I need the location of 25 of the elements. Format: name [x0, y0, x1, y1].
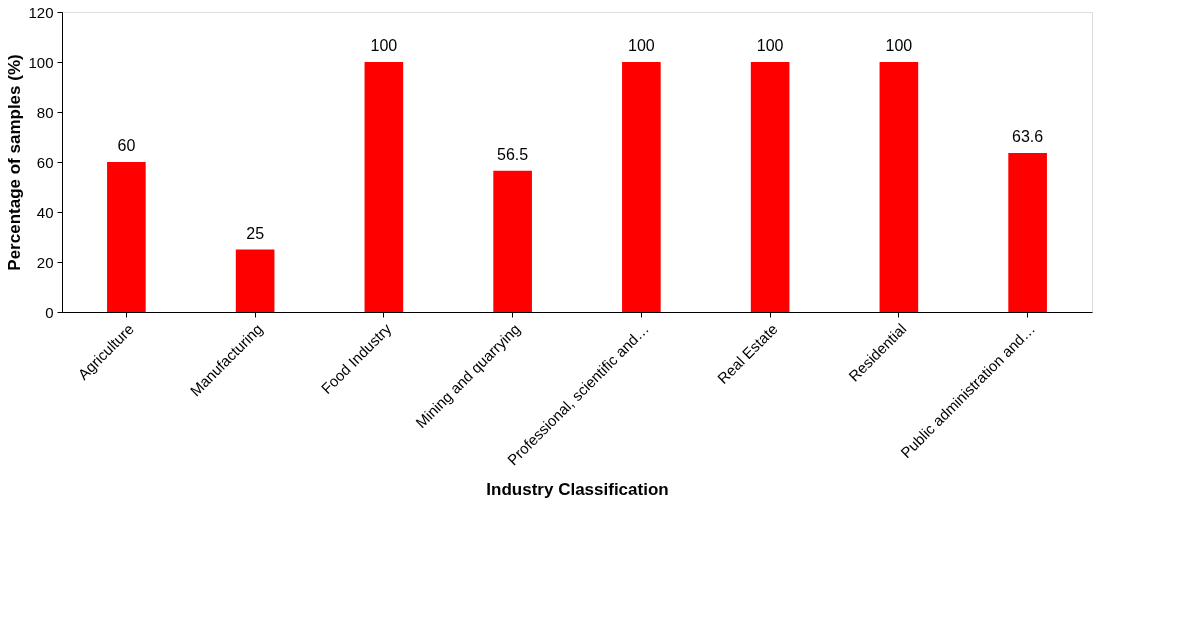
data-label: 100: [756, 37, 784, 54]
data-label: 100: [370, 37, 398, 54]
y-axis-title: Percentage of samples (%): [5, 54, 25, 271]
y-tick-label: 40: [36, 203, 54, 221]
data-label: 100: [628, 37, 655, 54]
bar: [750, 62, 790, 312]
bar: [107, 162, 146, 312]
data-label: 56.5: [497, 145, 529, 163]
y-tick-label: 120: [28, 3, 54, 21]
y-tick-label: 0: [45, 303, 54, 321]
y-tick-label: 20: [36, 253, 54, 271]
y-tick-label: 80: [36, 103, 54, 121]
bar: [493, 170, 532, 312]
bar: [235, 249, 275, 312]
bar: [364, 62, 404, 312]
y-tick-label: 100: [28, 53, 54, 71]
bar: [622, 62, 661, 312]
data-label: 60: [117, 137, 136, 154]
data-label: 25: [246, 224, 265, 242]
y-tick-label: 60: [36, 153, 54, 171]
bar: [1008, 153, 1047, 312]
x-axis-title: Industry Classification: [486, 480, 669, 500]
bar: [879, 62, 919, 312]
data-label: 63.6: [1012, 128, 1044, 145]
data-label: 100: [885, 37, 913, 54]
